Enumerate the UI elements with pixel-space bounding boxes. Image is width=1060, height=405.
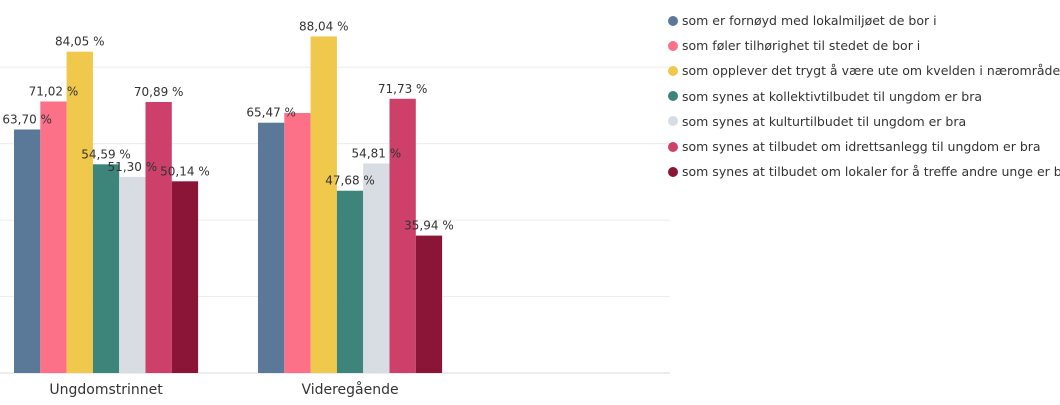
data-label: 47,68 % — [325, 174, 375, 188]
data-label: 54,59 % — [81, 147, 131, 161]
x-tick-label: Ungdomstrinnet — [49, 382, 163, 398]
bar — [40, 101, 67, 373]
bar — [145, 101, 172, 373]
legend-label: som synes at kulturtilbudet til ungdom e… — [682, 113, 967, 129]
data-label: 54,81 % — [352, 146, 402, 160]
bar — [363, 163, 390, 373]
data-label: 35,94 % — [404, 219, 454, 233]
data-label: 70,89 % — [134, 85, 184, 99]
legend-item[interactable]: som synes at kulturtilbudet til ungdom e… — [668, 109, 1060, 134]
legend-label: som synes at tilbudet om idrettsanlegg t… — [682, 139, 1041, 155]
legend: som er fornøyd med lokalmiljøet de bor i… — [668, 8, 1060, 184]
legend-label: som synes at kollektivtilbudet til ungdo… — [682, 88, 983, 104]
data-label: 84,05 % — [55, 35, 105, 49]
bar — [310, 36, 337, 373]
legend-dot-icon — [668, 65, 678, 76]
bar — [389, 98, 416, 373]
legend-dot-icon — [668, 116, 678, 127]
data-label: 71,02 % — [29, 84, 79, 98]
data-label: 63,70 % — [2, 112, 52, 126]
data-label: 51,30 % — [108, 160, 158, 174]
legend-label: som er fornøyd med lokalmiljøet de bor i — [682, 13, 937, 29]
bar — [14, 129, 41, 373]
legend-label: som synes at tilbudet om lokaler for å t… — [682, 164, 1060, 180]
bar — [92, 164, 120, 373]
legend-item[interactable]: som synes at tilbudet om idrettsanlegg t… — [668, 134, 1060, 159]
data-label: 65,47 % — [246, 106, 296, 120]
legend-dot-icon — [668, 40, 678, 51]
data-label: 50,14 % — [160, 164, 210, 178]
legend-item[interactable]: som er fornøyd med lokalmiljøet de bor i — [668, 8, 1060, 33]
bar — [336, 190, 364, 373]
x-tick-label: Videregående — [301, 381, 398, 398]
data-label: 88,04 % — [299, 19, 349, 33]
bar — [258, 122, 285, 373]
bar — [66, 51, 93, 373]
bar — [284, 113, 311, 373]
bar — [171, 181, 199, 373]
legend-item[interactable]: som synes at tilbudet om lokaler for å t… — [668, 159, 1060, 184]
legend-label: som føler tilhørighet til stedet de bor … — [682, 38, 921, 54]
legend-label: som opplever det trygt å være ute om kve… — [682, 63, 1060, 79]
data-label: 71,73 % — [378, 82, 428, 96]
legend-dot-icon — [668, 91, 678, 102]
legend-item[interactable]: som synes at kollektivtilbudet til ungdo… — [668, 84, 1060, 109]
bar — [119, 176, 146, 373]
legend-item[interactable]: som opplever det trygt å være ute om kve… — [668, 58, 1060, 83]
bar — [415, 235, 443, 373]
legend-dot-icon — [668, 166, 678, 177]
legend-dot-icon — [668, 141, 678, 152]
legend-item[interactable]: som føler tilhørighet til stedet de bor … — [668, 33, 1060, 58]
legend-dot-icon — [668, 15, 678, 26]
